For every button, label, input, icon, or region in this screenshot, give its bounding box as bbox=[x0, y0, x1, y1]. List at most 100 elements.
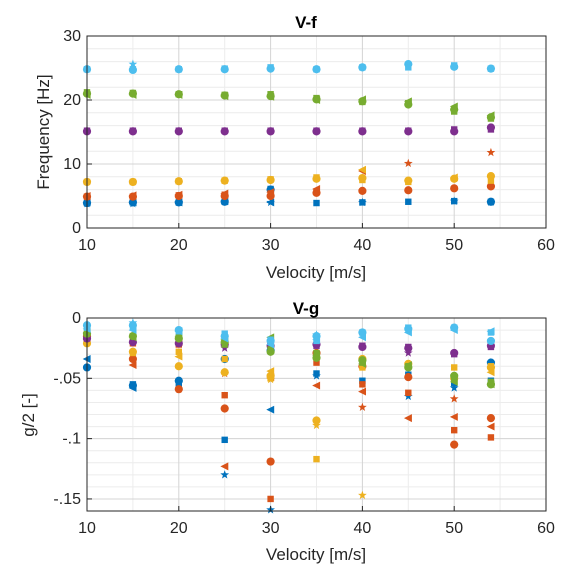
vg-orange-circle-point bbox=[450, 440, 459, 449]
vg-cyan-triangle-point bbox=[486, 327, 495, 336]
vf-yellow-square-point bbox=[175, 178, 182, 185]
vg-orange-square-point bbox=[451, 426, 458, 434]
vf-y-tick-label: 10 bbox=[63, 156, 81, 173]
vg-cyan-circle-point bbox=[486, 336, 496, 346]
vg-blue-star-point bbox=[486, 358, 496, 367]
vf-x-tick-label: 20 bbox=[170, 237, 188, 254]
vg-green-triangle-point bbox=[358, 359, 366, 368]
vg-blue-triangle-point bbox=[128, 384, 137, 392]
vf-yellow-triangle-point bbox=[358, 165, 366, 174]
vf-y-tick-label: 30 bbox=[63, 28, 81, 45]
vg-orange-triangle-point bbox=[486, 422, 495, 431]
vg-orange-circle-point bbox=[128, 354, 137, 364]
vg-green-square-point bbox=[313, 349, 320, 357]
vf-blue-square-point bbox=[267, 185, 274, 193]
vg-orange-circle-point bbox=[220, 404, 229, 413]
vg-orange-square-point bbox=[221, 392, 228, 399]
vg-blue-square-point bbox=[129, 381, 137, 388]
vg-purple-square-point bbox=[313, 342, 320, 349]
vf-green-triangle-point bbox=[449, 102, 458, 111]
vf-orange-star-point bbox=[403, 158, 413, 168]
vg-x-tick-label: 40 bbox=[354, 520, 372, 537]
vf-purple-square-point bbox=[267, 127, 274, 134]
vg-orange-square-point bbox=[267, 495, 274, 503]
vg-x-tick-label: 20 bbox=[170, 520, 188, 537]
vg-orange-triangle-point bbox=[312, 381, 321, 390]
vg-orange-square-point bbox=[359, 381, 366, 388]
vf-orange-triangle-point bbox=[312, 185, 321, 193]
vf-blue-star-point bbox=[266, 197, 275, 207]
vg-blue-square-point bbox=[221, 436, 228, 444]
vg-cyan-star-point bbox=[128, 318, 138, 327]
vf-orange-square-point bbox=[313, 188, 320, 195]
vg-blue-triangle-point bbox=[266, 405, 275, 414]
vf-orange-circle-point bbox=[404, 186, 413, 195]
vf-green-square-point bbox=[487, 115, 495, 122]
vg-purple-square-point bbox=[405, 343, 412, 351]
vf-blue-star-point bbox=[358, 197, 367, 207]
vg-x-tick-label: 60 bbox=[537, 520, 555, 537]
vf-cyan-square-point bbox=[267, 64, 274, 71]
vg-green-square-point bbox=[487, 378, 495, 386]
vf-cyan-square-point bbox=[487, 65, 495, 72]
vf-yellow-square-point bbox=[267, 176, 274, 183]
vf-blue-star-point bbox=[449, 196, 459, 205]
vg-cyan-square-point bbox=[221, 330, 228, 337]
vf-green-triangle-point bbox=[174, 90, 183, 99]
vg-cyan-square-point bbox=[451, 324, 458, 331]
vf-axes-box bbox=[86, 35, 547, 229]
vg-purple-square-point bbox=[359, 342, 366, 349]
vg-cyan-triangle-point bbox=[174, 327, 183, 336]
vf-yellow-square-point bbox=[129, 178, 137, 186]
vf-y-ticks: 0 10 20 30 bbox=[63, 28, 92, 237]
vg-yellow-triangle-point bbox=[174, 352, 183, 361]
vf-blue-square-point bbox=[313, 199, 320, 207]
vf-blue-square-point bbox=[405, 198, 412, 205]
vg-purple-square-point bbox=[175, 340, 182, 347]
vf-green-triangle-point bbox=[486, 111, 495, 120]
vg-x-tick-label: 30 bbox=[262, 520, 280, 537]
vg-orange-circle-point bbox=[174, 385, 183, 394]
vg-orange-triangle-point bbox=[358, 387, 366, 396]
vg-blue-star-point bbox=[449, 383, 459, 392]
vf-y-axis-label: Frequency [Hz] bbox=[34, 74, 53, 189]
vg-cyan-square-point bbox=[129, 324, 137, 331]
vg-y-tick-label: -.05 bbox=[53, 370, 81, 387]
vg-green-square-point bbox=[221, 341, 228, 348]
vg-axes-box bbox=[86, 317, 547, 512]
vg-cyan-square-point bbox=[405, 324, 412, 331]
vf-cyan-square-point bbox=[221, 65, 228, 72]
vg-purple-star-point bbox=[403, 348, 413, 357]
vf-y-tick-label: 20 bbox=[63, 92, 81, 109]
vf-x-ticks: 10 20 30 40 50 60 bbox=[78, 223, 555, 254]
vg-x-tick-label: 10 bbox=[78, 520, 96, 537]
vf-purple-square-point bbox=[221, 127, 228, 134]
vg-y-tick-label: 0 bbox=[72, 310, 81, 327]
vf-orange-triangle-point bbox=[266, 188, 275, 197]
vg-y-tick-label: -.1 bbox=[62, 431, 81, 448]
vf-green-triangle-point bbox=[358, 95, 366, 104]
vg-yellow-square-point bbox=[313, 455, 320, 463]
vg-cyan-square-point bbox=[267, 336, 274, 343]
vf-green-triangle-point bbox=[312, 96, 321, 104]
vg-orange-square-point bbox=[487, 434, 495, 441]
vg-yellow-square-point bbox=[359, 364, 366, 371]
vg-yellow-square-point bbox=[221, 355, 228, 363]
vg-green-triangle-point bbox=[312, 351, 321, 360]
vg-yellow-square-point bbox=[451, 364, 458, 371]
vf-yellow-square-point bbox=[221, 177, 228, 184]
vf-green-triangle-point bbox=[128, 90, 137, 99]
vg-yellow-square-point bbox=[175, 348, 182, 355]
vg-yellow-triangle-point bbox=[266, 367, 275, 376]
vg-cyan-triangle-point bbox=[220, 334, 229, 343]
vf-blue-star-point bbox=[220, 197, 230, 206]
vg-purple-square-point bbox=[487, 343, 495, 351]
vg-green-triangle-point bbox=[403, 361, 412, 370]
vf-purple-square-point bbox=[451, 126, 458, 133]
vf-x-tick-label: 30 bbox=[262, 237, 280, 254]
vg-green-triangle-point bbox=[128, 333, 137, 342]
vg-orange-triangle-point bbox=[128, 361, 137, 370]
vg-green-triangle-point bbox=[449, 377, 458, 386]
